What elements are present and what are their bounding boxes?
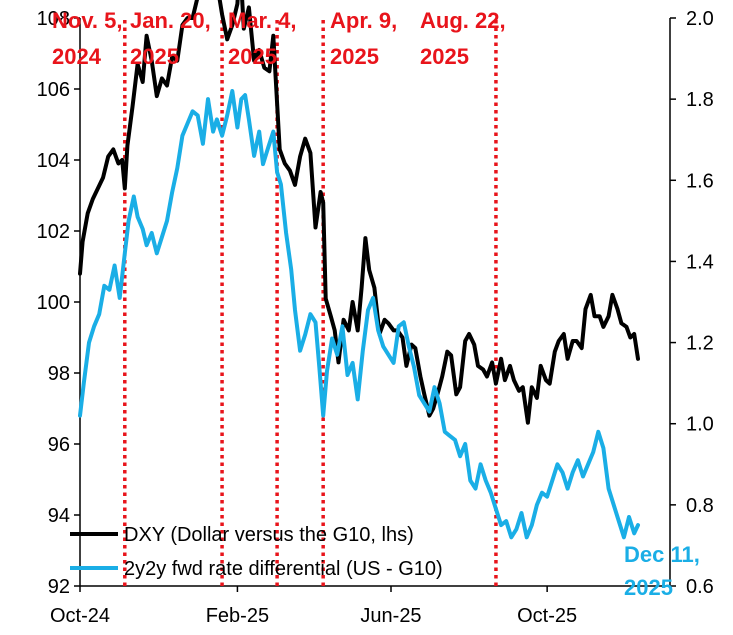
- end-label-line1: Dec 11,: [624, 542, 700, 567]
- legend-label: 2y2y fwd rate differential (US - G10): [124, 558, 443, 580]
- left-tick-label: 106: [37, 79, 70, 101]
- annotation-layer: Nov. 5, 2024 Jan. 20, 2025 Mar. 4, 2025 Apr. 9…: [52, 8, 700, 600]
- left-tick-label: 104: [37, 150, 70, 172]
- end-label-line2: 2025: [624, 575, 673, 600]
- right-tick-label: 0.8: [686, 495, 714, 517]
- x-tick-label: Oct-25: [517, 605, 577, 627]
- event-label-line2: 2025: [130, 44, 179, 69]
- left-tick-label: 100: [37, 292, 70, 314]
- left-tick-label: 92: [48, 576, 70, 598]
- x-tick-label: Oct-24: [50, 605, 110, 627]
- event-label-line1: Jan. 20,: [130, 8, 211, 33]
- event-label-line2: 2024: [52, 44, 102, 69]
- event-label-line1: Aug. 22,: [420, 8, 506, 33]
- x-tick-label: Jun-25: [360, 605, 421, 627]
- series-layer: [78, 0, 640, 540]
- event-label-line1: Nov. 5,: [52, 8, 123, 33]
- event-label-line2: 2025: [228, 44, 277, 69]
- legend: DXY (Dollar versus the G10, lhs) 2y2y fwd…: [70, 524, 443, 580]
- event-label-line1: Mar. 4,: [228, 8, 296, 33]
- left-tick-label: 96: [48, 434, 70, 456]
- right-tick-label: 1.0: [686, 414, 714, 436]
- right-tick-label: 1.4: [686, 251, 714, 273]
- event-label-line1: Apr. 9,: [330, 8, 397, 33]
- axes-layer: 92 94 96 98 100 102 104 106 108 0.6 0.8 1.0 1.2 1.4 1.…: [37, 8, 714, 627]
- right-tick-label: 2.0: [686, 8, 714, 30]
- event-label-line2: 2025: [330, 44, 379, 69]
- x-tick-label: Feb-25: [206, 605, 269, 627]
- legend-label: DXY (Dollar versus the G10, lhs): [124, 524, 414, 546]
- right-tick-label: 1.8: [686, 89, 714, 111]
- event-layer: [123, 20, 498, 586]
- right-tick-label: 0.6: [686, 576, 714, 598]
- left-tick-label: 108: [37, 8, 70, 30]
- rate-differential-line: [78, 89, 640, 540]
- right-tick-label: 1.2: [686, 333, 714, 355]
- left-tick-label: 94: [48, 505, 70, 527]
- left-tick-label: 98: [48, 363, 70, 385]
- right-tick-label: 1.6: [686, 170, 714, 192]
- left-tick-label: 102: [37, 221, 70, 243]
- dxy-line: [78, 0, 640, 425]
- event-label-line2: 2025: [420, 44, 469, 69]
